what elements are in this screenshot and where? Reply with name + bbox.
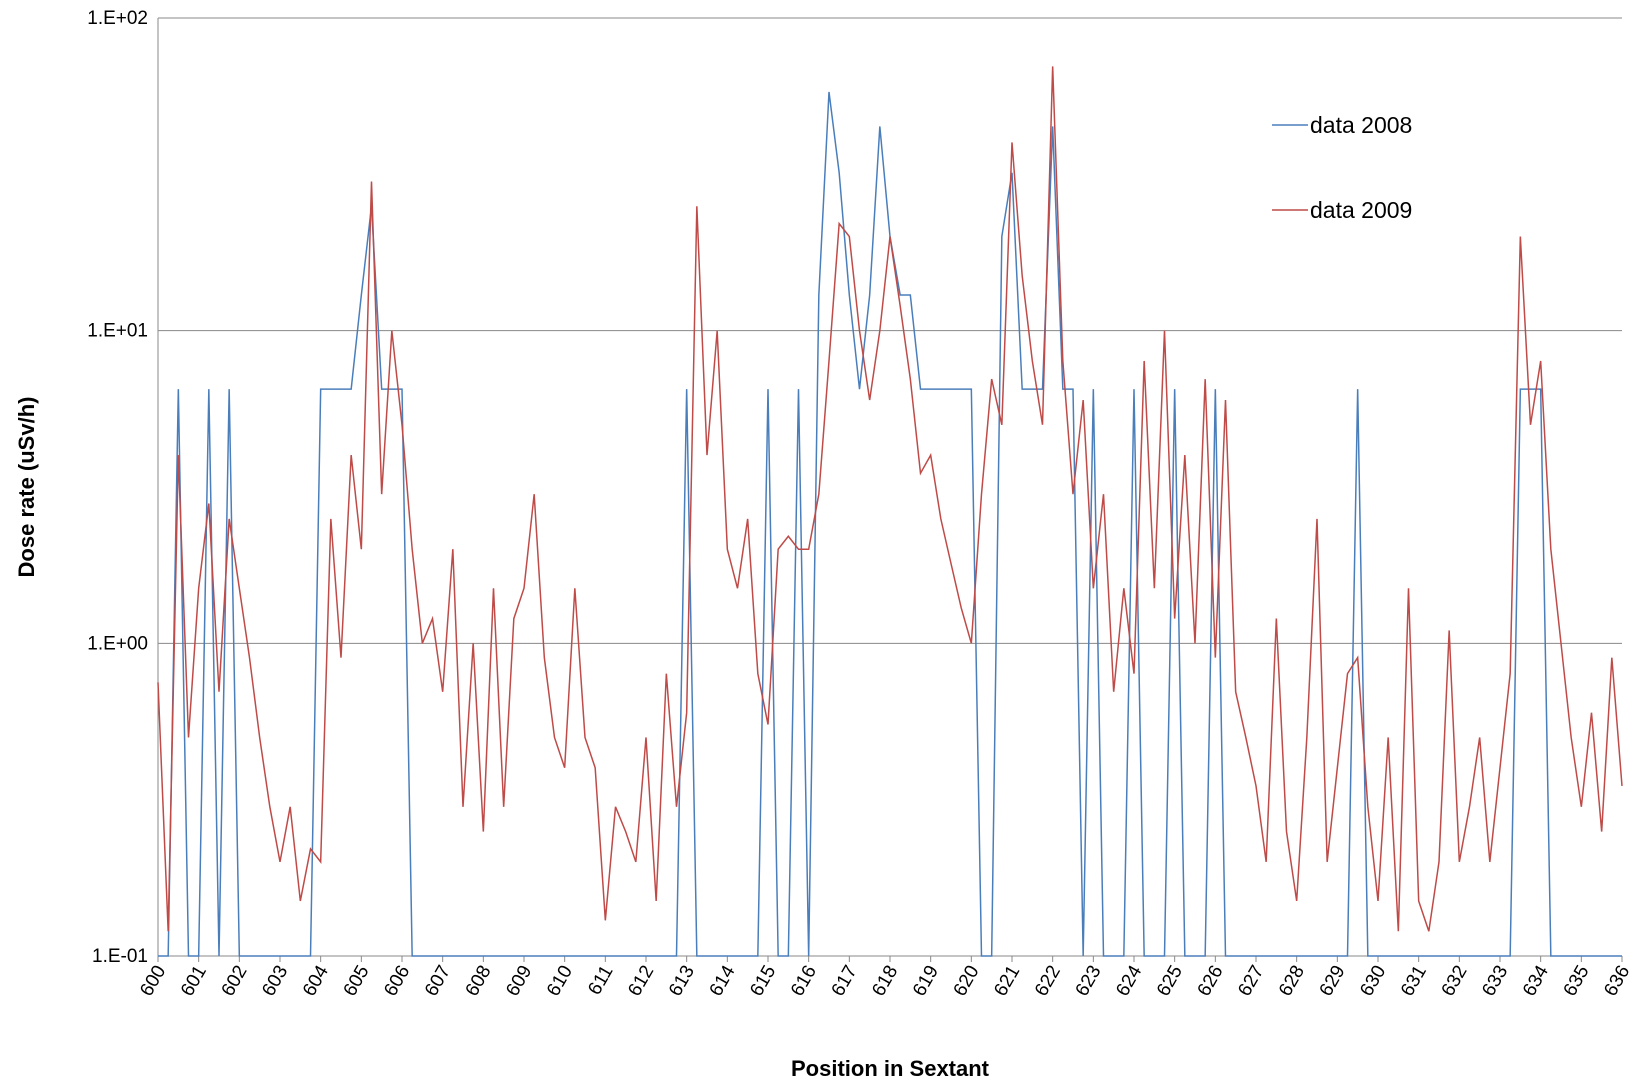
- x-tick-label: 625: [1153, 962, 1187, 1000]
- x-tick-label: 614: [706, 962, 740, 1000]
- x-tick-label: 634: [1519, 962, 1553, 1000]
- x-tick-label: 618: [868, 962, 902, 1000]
- x-tick-label: 610: [543, 962, 577, 1000]
- x-tick-label: 615: [746, 962, 780, 1000]
- x-tick-label: 612: [624, 962, 658, 1000]
- y-tick-label: 1.E+01: [87, 321, 148, 342]
- x-tick-label: 620: [950, 962, 984, 1000]
- x-tick-label: 617: [828, 962, 862, 1000]
- x-tick-label: 629: [1316, 962, 1350, 1000]
- y-axis-label: Dose rate (uSv/h): [14, 397, 39, 578]
- y-tick-label: 1.E+00: [87, 633, 148, 654]
- x-tick-label: 603: [258, 962, 292, 1000]
- x-tick-label: 623: [1072, 962, 1106, 1000]
- x-tick-label: 626: [1194, 962, 1228, 1000]
- x-tick-label: 601: [177, 962, 211, 1000]
- x-tick-label: 636: [1600, 962, 1634, 1000]
- x-tick-label: 622: [1031, 962, 1065, 1000]
- x-tick-label: 630: [1356, 962, 1390, 1000]
- x-tick-label: 635: [1560, 962, 1594, 1000]
- x-tick-label: 631: [1397, 962, 1431, 1000]
- x-tick-label: 602: [218, 962, 252, 1000]
- x-tick-label: 604: [299, 962, 333, 1000]
- legend-label: data 2008: [1310, 112, 1412, 138]
- x-tick-label: 611: [584, 962, 617, 999]
- x-tick-label: 628: [1275, 962, 1309, 1000]
- x-tick-label: 608: [462, 962, 496, 1000]
- x-tick-label: 600: [136, 962, 170, 1000]
- x-axis-label: Position in Sextant: [791, 1056, 990, 1081]
- x-tick-label: 633: [1478, 962, 1512, 1000]
- x-tick-label: 609: [502, 962, 536, 1000]
- x-tick-label: 605: [340, 962, 374, 1000]
- x-tick-label: 621: [990, 962, 1024, 1000]
- y-tick-label: 1.E-01: [92, 946, 148, 967]
- data-line: [157, 66, 1623, 932]
- x-tick-label: 627: [1234, 962, 1268, 1000]
- x-tick-label: 607: [421, 962, 455, 1000]
- x-tick-label: 616: [787, 962, 821, 1000]
- x-tick-label: 613: [665, 962, 699, 1000]
- y-tick-label: 1.E+02: [87, 8, 148, 29]
- legend-label: data 2009: [1310, 197, 1412, 223]
- x-tick-label: 624: [1112, 962, 1146, 1000]
- x-tick-label: 632: [1438, 962, 1472, 1000]
- x-tick-label: 606: [380, 962, 414, 1000]
- x-tick-label: 619: [909, 962, 943, 1000]
